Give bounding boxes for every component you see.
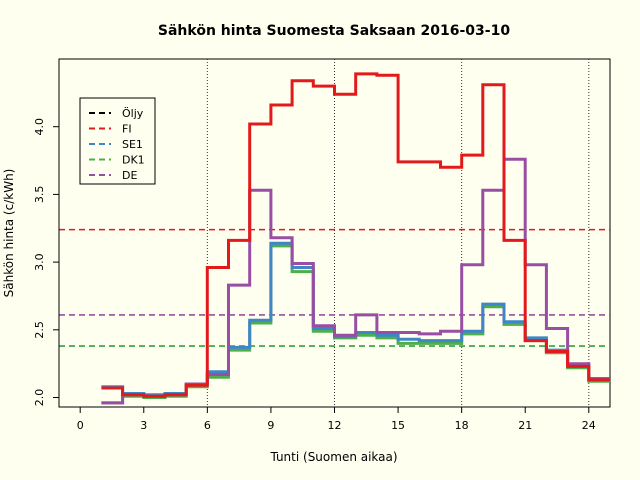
legend-label-dk1: DK1 — [122, 154, 145, 167]
y-tick-label-2: 3.0 — [33, 253, 46, 271]
average-lines-layer — [59, 228, 610, 347]
chart-title: Sähkön hinta Suomesta Saksaan 2016-03-10 — [158, 23, 510, 39]
y-tick-label-3: 3.5 — [33, 186, 46, 204]
series-layer — [101, 72, 610, 405]
legend-label-fi: FI — [122, 123, 132, 136]
y-tick-label-1: 2.5 — [33, 321, 46, 339]
y-axis-label: Sähkön hinta (c/kWh) — [2, 169, 16, 298]
x-tick-label-0: 0 — [77, 419, 84, 432]
legend-label-se1: SE1 — [122, 138, 143, 151]
x-tick-label-12: 12 — [328, 419, 342, 432]
x-tick-label-9: 9 — [267, 419, 274, 432]
x-tick-label-18: 18 — [455, 419, 469, 432]
x-tick-label-24: 24 — [582, 419, 596, 432]
x-tick-label-6: 6 — [204, 419, 211, 432]
series-line-fi — [101, 72, 610, 398]
legend-box — [79, 97, 156, 185]
y-axis: 2.0 2.5 3.0 3.5 4.0 — [33, 118, 60, 407]
x-axis-label: Tunti (Suomen aikaa) — [269, 450, 397, 464]
x-tick-label-21: 21 — [518, 419, 532, 432]
legend-label-de: DE — [122, 169, 137, 182]
x-tick-label-3: 3 — [140, 419, 147, 432]
vlines-layer — [206, 59, 590, 407]
legend: Öljy FI SE1 DK1 DE — [79, 97, 156, 185]
legend-label-oljy: Öljy — [122, 107, 144, 120]
x-axis: 0 3 6 9 12 15 18 21 24 — [77, 406, 596, 432]
y-tick-label-4: 4.0 — [33, 118, 46, 136]
y-tick-label-0: 2.0 — [33, 389, 46, 407]
x-tick-label-15: 15 — [391, 419, 405, 432]
